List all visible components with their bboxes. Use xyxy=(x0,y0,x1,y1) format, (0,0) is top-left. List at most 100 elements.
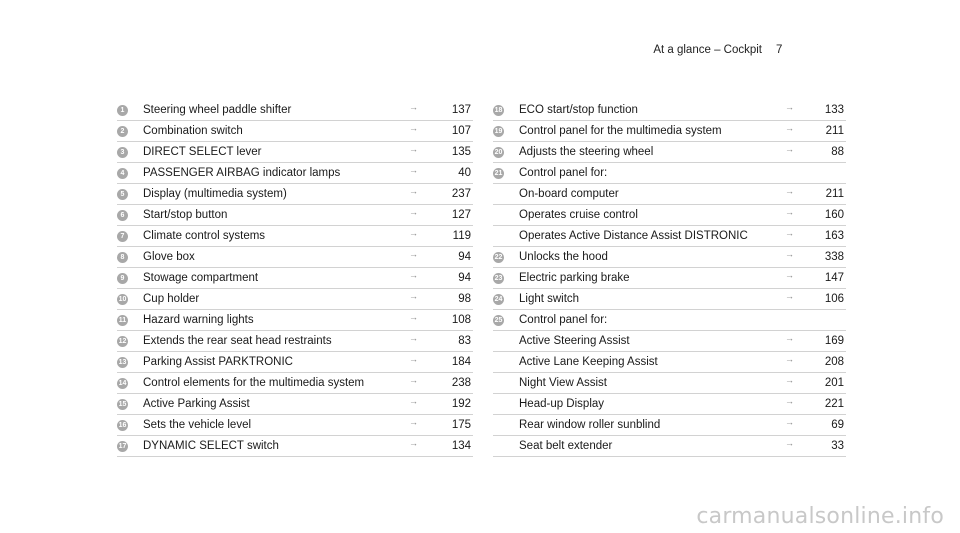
item-number-badge: 20 xyxy=(493,147,504,158)
arrow-right-icon: → xyxy=(785,186,794,196)
item-label: Control panel for: xyxy=(519,314,608,326)
item-page-ref[interactable]: 135 xyxy=(451,146,471,158)
item-number-badge: 12 xyxy=(117,336,128,347)
index-row: 19 Control panel for the multimedia syste… xyxy=(493,122,846,142)
arrow-right-icon: → xyxy=(785,333,794,343)
item-page-ref[interactable]: 119 xyxy=(452,230,471,242)
item-page-ref[interactable]: 237 xyxy=(451,188,471,200)
item-label: Rear window roller sunblind xyxy=(519,419,661,431)
index-row: Rear window roller sunblind → 69 xyxy=(493,416,846,436)
item-page-ref[interactable]: 106 xyxy=(824,293,844,305)
item-page-ref[interactable]: 147 xyxy=(824,272,844,284)
item-page-ref[interactable]: 211 xyxy=(825,188,844,200)
item-page-ref[interactable]: 69 xyxy=(831,419,844,431)
item-page-ref[interactable]: 107 xyxy=(451,125,471,137)
index-row: Active Lane Keeping Assist → 208 xyxy=(493,353,846,373)
item-label: Operates cruise control xyxy=(519,209,638,221)
index-row: 4 PASSENGER AIRBAG indicator lamps → 40 xyxy=(117,164,473,184)
index-row: 8 Glove box → 94 xyxy=(117,248,473,268)
item-label: Active Lane Keeping Assist xyxy=(519,356,658,368)
item-page-ref[interactable]: 238 xyxy=(451,377,471,389)
item-page-ref[interactable]: 94 xyxy=(458,251,471,263)
arrow-right-icon: → xyxy=(785,102,794,112)
arrow-right-icon: → xyxy=(409,375,418,385)
item-number-badge: 8 xyxy=(117,252,128,263)
item-number-badge: 1 xyxy=(117,105,128,116)
item-label: Glove box xyxy=(143,251,195,263)
item-number-badge: 22 xyxy=(493,252,504,263)
arrow-right-icon: → xyxy=(409,144,418,154)
item-page-ref[interactable]: 184 xyxy=(451,356,471,368)
item-page-ref[interactable]: 94 xyxy=(458,272,471,284)
item-label: DYNAMIC SELECT switch xyxy=(143,440,279,452)
item-page-ref[interactable]: 211 xyxy=(825,125,844,137)
arrow-right-icon: → xyxy=(785,354,794,364)
item-page-ref[interactable]: 169 xyxy=(824,335,844,347)
item-number-badge: 2 xyxy=(117,126,128,137)
item-label: Hazard warning lights xyxy=(143,314,254,326)
item-label: Night View Assist xyxy=(519,377,607,389)
arrow-right-icon: → xyxy=(785,144,794,154)
arrow-right-icon: → xyxy=(409,396,418,406)
item-label: Display (multimedia system) xyxy=(143,188,287,200)
item-number-badge: 4 xyxy=(117,168,128,179)
index-row: 18 ECO start/stop function → 133 xyxy=(493,101,846,121)
index-row: 6 Start/stop button → 127 xyxy=(117,206,473,226)
item-page-ref[interactable]: 98 xyxy=(458,293,471,305)
item-label: Active Steering Assist xyxy=(519,335,630,347)
index-row: 10 Cup holder → 98 xyxy=(117,290,473,310)
item-page-ref[interactable]: 192 xyxy=(451,398,471,410)
arrow-right-icon: → xyxy=(409,417,418,427)
item-number-badge: 3 xyxy=(117,147,128,158)
item-label: Operates Active Distance Assist DISTRONI… xyxy=(519,230,748,242)
item-page-ref[interactable]: 208 xyxy=(824,356,844,368)
item-page-ref[interactable]: 33 xyxy=(831,440,844,452)
index-row: 13 Parking Assist PARKTRONIC → 184 xyxy=(117,353,473,373)
item-label: Combination switch xyxy=(143,125,243,137)
arrow-right-icon: → xyxy=(785,228,794,238)
index-row: 20 Adjusts the steering wheel → 88 xyxy=(493,143,846,163)
item-label: Seat belt extender xyxy=(519,440,613,452)
item-page-ref[interactable]: 201 xyxy=(824,377,844,389)
item-label: On-board computer xyxy=(519,188,619,200)
arrow-right-icon: → xyxy=(785,207,794,217)
item-number-badge: 23 xyxy=(493,273,504,284)
item-number-badge: 18 xyxy=(493,105,504,116)
item-number-badge: 6 xyxy=(117,210,128,221)
item-page-ref[interactable]: 160 xyxy=(824,209,844,221)
arrow-right-icon: → xyxy=(409,312,418,322)
item-number-badge: 13 xyxy=(117,357,128,368)
arrow-right-icon: → xyxy=(409,333,418,343)
index-row: 11 Hazard warning lights → 108 xyxy=(117,311,473,331)
item-page-ref[interactable]: 134 xyxy=(451,440,471,452)
item-page-ref[interactable]: 133 xyxy=(824,104,844,116)
index-row: 12 Extends the rear seat head restraints →… xyxy=(117,332,473,352)
item-label: Head-up Display xyxy=(519,398,605,410)
item-number-badge: 19 xyxy=(493,126,504,137)
item-page-ref[interactable]: 163 xyxy=(824,230,844,242)
item-page-ref[interactable]: 221 xyxy=(824,398,844,410)
item-page-ref[interactable]: 88 xyxy=(831,146,844,158)
item-label: Light switch xyxy=(519,293,580,305)
item-page-ref[interactable]: 83 xyxy=(458,335,471,347)
index-row: 22 Unlocks the hood → 338 xyxy=(493,248,846,268)
index-row: 16 Sets the vehicle level → 175 xyxy=(117,416,473,436)
item-number-badge: 16 xyxy=(117,420,128,431)
item-label: Active Parking Assist xyxy=(143,398,250,410)
item-label: PASSENGER AIRBAG indicator lamps xyxy=(143,167,341,179)
item-page-ref[interactable]: 338 xyxy=(824,251,844,263)
arrow-right-icon: → xyxy=(409,438,418,448)
arrow-right-icon: → xyxy=(785,417,794,427)
item-page-ref[interactable]: 108 xyxy=(451,314,471,326)
item-number-badge: 11 xyxy=(117,315,128,326)
item-page-ref[interactable]: 40 xyxy=(458,167,471,179)
item-label: Electric parking brake xyxy=(519,272,630,284)
index-row: Operates cruise control → 160 xyxy=(493,206,846,226)
item-page-ref[interactable]: 127 xyxy=(451,209,471,221)
arrow-right-icon: → xyxy=(409,228,418,238)
index-row: 17 DYNAMIC SELECT switch → 134 xyxy=(117,437,473,457)
item-page-ref[interactable]: 175 xyxy=(451,419,471,431)
item-number-badge: 15 xyxy=(117,399,128,410)
item-page-ref[interactable]: 137 xyxy=(451,104,471,116)
arrow-right-icon: → xyxy=(409,123,418,133)
